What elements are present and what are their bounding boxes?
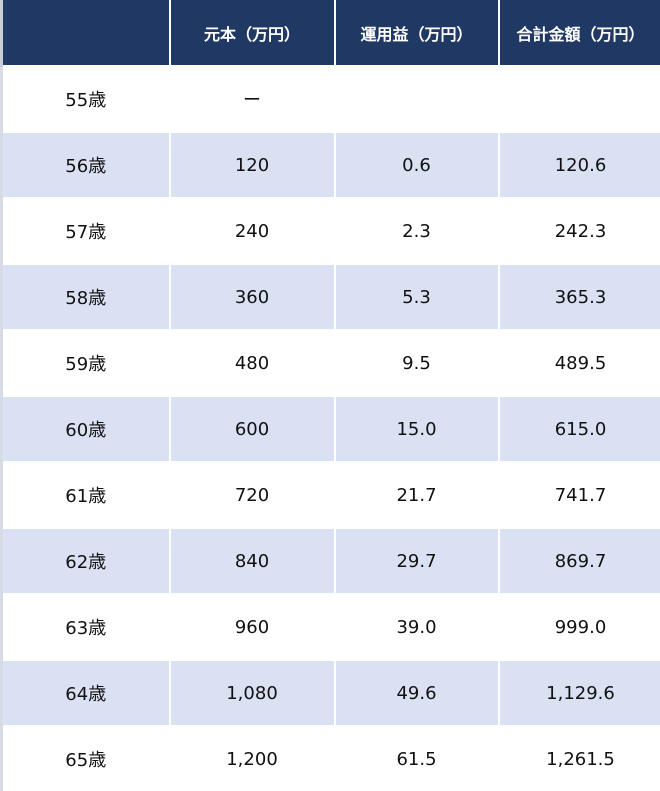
value-cell: 1,129.6 [497, 659, 660, 726]
value-cell: 15.0 [333, 395, 499, 462]
value-cell: 9.5 [333, 329, 499, 396]
value-cell: 242.3 [497, 197, 660, 264]
column-header: 運用益（万円） [333, 0, 499, 66]
value-cell: 39.0 [333, 593, 499, 660]
age-cell: 61歳 [0, 461, 170, 528]
value-cell: 615.0 [497, 395, 660, 462]
table-row: 58歳 360 5.3 365.3 [0, 263, 660, 330]
value-cell: 360 [168, 263, 335, 330]
value-cell: 1,261.5 [497, 725, 660, 791]
age-cell: 64歳 [0, 659, 170, 726]
table-row: 55歳ー [0, 65, 660, 132]
value-cell: 61.5 [333, 725, 499, 791]
value-cell: 999.0 [497, 593, 660, 660]
value-cell: 1,080 [168, 659, 335, 726]
value-cell [333, 65, 499, 132]
value-cell: 49.6 [333, 659, 499, 726]
age-cell: 59歳 [0, 329, 170, 396]
age-cell: 60歳 [0, 395, 170, 462]
age-cell: 55歳 [0, 65, 170, 132]
table-row: 61歳 720 21.7 741.7 [0, 461, 660, 528]
age-cell: 57歳 [0, 197, 170, 264]
table-row: 64歳 1,080 49.6 1,129.6 [0, 659, 660, 726]
table-row: 62歳 840 29.7 869.7 [0, 527, 660, 594]
table-row: 56歳 120 0.6 120.6 [0, 131, 660, 198]
value-cell: 869.7 [497, 527, 660, 594]
age-cell: 65歳 [0, 725, 170, 791]
value-cell: 600 [168, 395, 335, 462]
age-cell: 58歳 [0, 263, 170, 330]
value-cell [497, 65, 660, 132]
age-cell: 62歳 [0, 527, 170, 594]
value-cell: 21.7 [333, 461, 499, 528]
header-row: 元本（万円） 運用益（万円） 合計金額（万円） [0, 0, 660, 66]
value-cell: 240 [168, 197, 335, 264]
value-cell: ー [168, 65, 335, 132]
value-cell: 29.7 [333, 527, 499, 594]
table-row: 63歳 960 39.0 999.0 [0, 593, 660, 660]
value-cell: 0.6 [333, 131, 499, 198]
value-cell: 741.7 [497, 461, 660, 528]
value-cell: 840 [168, 527, 335, 594]
table-row: 59歳 480 9.5 489.5 [0, 329, 660, 396]
column-header [0, 0, 170, 66]
table-row: 57歳 240 2.3 242.3 [0, 197, 660, 264]
table-row: 65歳 1,200 61.5 1,261.5 [0, 725, 660, 791]
value-cell: 5.3 [333, 263, 499, 330]
value-cell: 480 [168, 329, 335, 396]
value-cell: 720 [168, 461, 335, 528]
value-cell: 960 [168, 593, 335, 660]
age-cell: 63歳 [0, 593, 170, 660]
column-header: 元本（万円） [168, 0, 335, 66]
value-cell: 1,200 [168, 725, 335, 791]
value-cell: 365.3 [497, 263, 660, 330]
table-row: 60歳 600 15.0 615.0 [0, 395, 660, 462]
value-cell: 2.3 [333, 197, 499, 264]
value-cell: 489.5 [497, 329, 660, 396]
column-header: 合計金額（万円） [497, 0, 660, 66]
value-cell: 120 [168, 131, 335, 198]
value-cell: 120.6 [497, 131, 660, 198]
age-cell: 56歳 [0, 131, 170, 198]
